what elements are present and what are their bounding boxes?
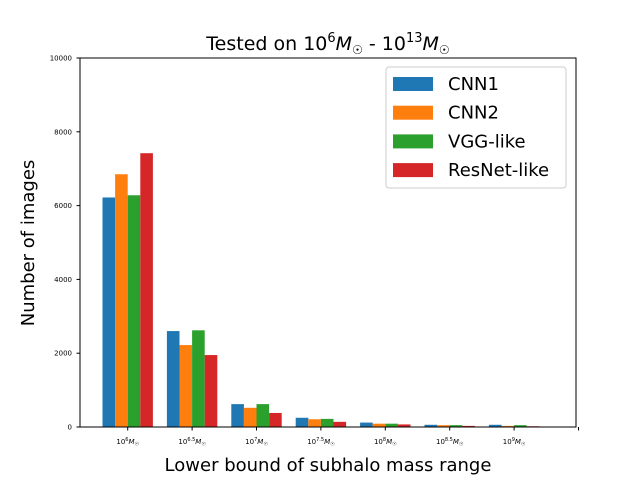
xtick-label-0: 106M☉: [116, 437, 139, 448]
xtick-label-1: 106.5M☉: [178, 437, 205, 448]
x-axis-label: Lower bound of subhalo mass range: [165, 455, 492, 476]
bar-cnn1-3: [295, 417, 309, 427]
legend-label-1: CNN2: [448, 103, 499, 124]
xtick-label-3: 107.5M☉: [307, 437, 334, 448]
legend-swatch-2: [393, 134, 433, 149]
bar-vgg-like-4: [385, 423, 398, 427]
legend-label-3: ResNet-like: [448, 160, 549, 181]
bar-cnn2-5: [437, 425, 450, 427]
ytick-label-3: 6000: [54, 202, 72, 210]
xtick-label-4: 108M☉: [374, 437, 397, 448]
bar-cnn2-1: [179, 345, 193, 427]
bar-resnet-like-3: [333, 421, 347, 427]
bar-cnn1-2: [231, 404, 244, 427]
bar-resnet-like-1: [204, 355, 218, 427]
bar-vgg-like-2: [256, 404, 270, 427]
bar-cnn1-6: [488, 424, 502, 427]
bar-resnet-like-4: [397, 424, 411, 427]
bar-cnn2-0: [115, 174, 128, 427]
xtick-label-2: 107M☉: [245, 437, 268, 448]
legend-label-2: VGG-like: [448, 131, 526, 152]
bar-cnn2-6: [501, 425, 515, 427]
bar-cnn2-4: [372, 423, 386, 427]
legend-swatch-1: [393, 105, 433, 120]
bars-group: [102, 153, 540, 427]
bar-vgg-like-5: [449, 425, 463, 427]
ytick-label-2: 4000: [54, 276, 72, 284]
legend-frame: [385, 66, 567, 189]
bar-cnn2-2: [243, 407, 257, 427]
bar-cnn2-3: [308, 419, 321, 427]
bar-vgg-like-1: [192, 330, 205, 427]
y-axis-label: Number of images: [18, 160, 39, 327]
bar-resnet-like-0: [140, 153, 153, 427]
ytick-label-0: 0: [68, 424, 72, 432]
legend-swatch-0: [393, 77, 433, 91]
xtick-label-5: 108.5M☉: [436, 437, 463, 448]
bar-resnet-like-5: [462, 425, 475, 427]
bar-cnn1-4: [360, 422, 373, 427]
bar-cnn1-1: [166, 331, 180, 427]
chart-title: Tested on 106M☉ - 1013M☉: [205, 31, 449, 57]
bar-vgg-like-3: [320, 418, 334, 427]
bar-cnn1-0: [102, 197, 116, 427]
bar-resnet-like-2: [269, 412, 282, 427]
ticks-group: 0 2000 4000 6000 8000 10000 106M☉ 106.5M☉ 107M☉ 1…: [50, 55, 579, 448]
legend: CNN1 CNN2 VGG-like ResNet-like: [385, 66, 567, 189]
plot-frame: [79, 57, 577, 428]
legend-swatch-3: [393, 163, 433, 178]
bar-vgg-like-6: [514, 425, 527, 427]
legend-label-0: CNN1: [448, 74, 499, 95]
bar-cnn1-5: [424, 424, 438, 427]
xtick-label-6: 109M☉: [503, 437, 526, 448]
ytick-label-5: 10000: [50, 55, 72, 63]
bar-vgg-like-0: [127, 195, 141, 427]
ytick-label-1: 2000: [54, 350, 72, 358]
ytick-label-4: 8000: [54, 128, 72, 136]
